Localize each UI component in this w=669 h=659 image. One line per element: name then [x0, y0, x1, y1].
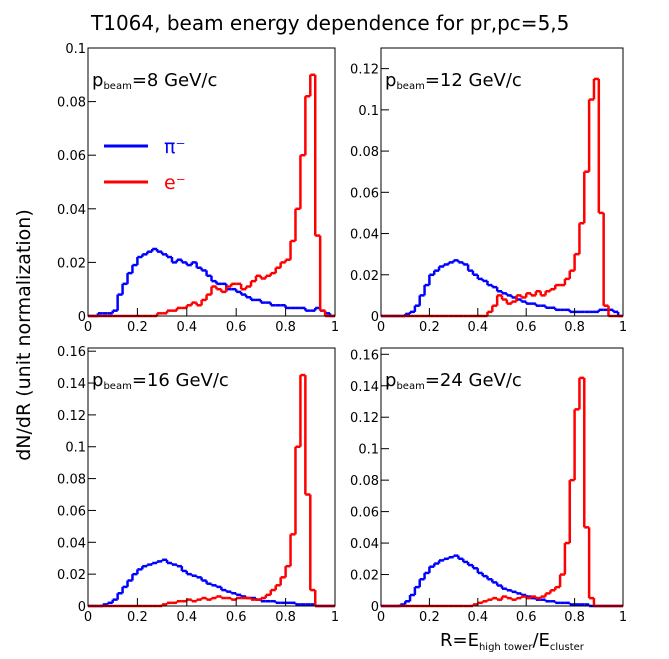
- y-tick-label: 0.02: [57, 256, 86, 271]
- panel: 0 0.02 0.04 0.06 0.08 0.1 0.12 0.14 0.16 0 0.2 0.4 0…: [350, 347, 627, 625]
- y-tick-label: 0.1: [358, 104, 379, 119]
- panel-label-sub: beam: [103, 81, 131, 92]
- y-tick-label: 0.08: [350, 474, 379, 489]
- panel: 0 0.02 0.04 0.06 0.08 0.1 0 0.2 0.4 0.6 0.8 1 pbeam=…: [57, 42, 339, 335]
- plot-frame: [380, 347, 624, 607]
- y-tick-label: 0.02: [57, 568, 86, 583]
- legend-label: e⁻: [164, 172, 186, 194]
- x-tick-label: 0.4: [176, 320, 197, 335]
- panel-label-part: p: [92, 70, 103, 91]
- x-tick-label: 0.6: [226, 610, 247, 625]
- panel-label-part: =8 GeV/c: [132, 70, 218, 91]
- x-label-sub: cluster: [550, 642, 585, 653]
- y-tick-label: 0.1: [358, 443, 379, 458]
- x-tick-label: 0.8: [275, 320, 296, 335]
- x-tick-label: 0.2: [419, 610, 440, 625]
- panel-label: pbeam=12 GeV/c: [385, 70, 522, 92]
- panel-label-part: =12 GeV/c: [425, 70, 522, 91]
- x-tick-label: 0.4: [176, 610, 197, 625]
- x-tick-label: 0.6: [226, 320, 247, 335]
- y-tick-label: 0.08: [350, 145, 379, 160]
- panel-label: pbeam=8 GeV/c: [92, 70, 217, 92]
- x-tick-label: 0.8: [564, 610, 585, 625]
- panel-label-part: p: [385, 370, 396, 391]
- panel-label-part: =24 GeV/c: [425, 370, 522, 391]
- panel-label: pbeam=16 GeV/c: [92, 370, 229, 392]
- y-tick-label: 0.04: [350, 228, 379, 243]
- panel-label-part: =16 GeV/c: [132, 370, 229, 391]
- panel-label-sub: beam: [396, 81, 424, 92]
- y-tick-label: 0.16: [350, 348, 379, 363]
- y-tick-label: 0: [371, 600, 379, 615]
- y-tick-label: 0: [371, 310, 379, 325]
- x-tick-label: 0.2: [127, 610, 148, 625]
- x-tick-label: 0.6: [516, 320, 537, 335]
- y-tick-label: 0.06: [350, 506, 379, 521]
- y-tick-label: 0.06: [350, 186, 379, 201]
- panel-label-part: p: [385, 70, 396, 91]
- x-tick-label: 0.6: [516, 610, 537, 625]
- x-tick-label: 0: [84, 320, 92, 335]
- y-tick-label: 0.06: [57, 149, 86, 164]
- y-tick-label: 0.14: [350, 380, 379, 395]
- y-tick-label: 0.04: [57, 536, 86, 551]
- figure-title: T1064, beam energy dependence for pr,pc=…: [90, 11, 569, 35]
- y-tick-label: 0.08: [57, 473, 86, 488]
- y-tick-label: 0.04: [57, 203, 86, 218]
- y-tick-label: 0.12: [350, 411, 379, 426]
- y-axis-label: dN/dR (unit normalization): [13, 209, 35, 461]
- x-tick-label: 1: [331, 610, 339, 625]
- y-tick-label: 0.06: [57, 504, 86, 519]
- x-label-sub: high tower: [479, 642, 533, 653]
- y-tick-label: 0.08: [57, 96, 86, 111]
- panel: 0 0.02 0.04 0.06 0.08 0.1 0.12 0.14 0.16 0 0.2 0.4 0…: [57, 345, 339, 625]
- y-tick-label: 0.12: [350, 63, 379, 78]
- y-tick-label: 0.1: [65, 441, 86, 456]
- x-axis-label: R=Ehigh tower/Ecluster: [440, 630, 585, 653]
- y-tick-label: 0.02: [350, 569, 379, 584]
- plot-frame: [380, 47, 624, 317]
- x-tick-label: 0.8: [275, 610, 296, 625]
- y-tick-label: 0.02: [350, 269, 379, 284]
- y-tick-label: 0: [78, 310, 86, 325]
- panel-label-part: p: [92, 370, 103, 391]
- x-tick-label: 0.2: [127, 320, 148, 335]
- x-tick-label: 0: [377, 610, 385, 625]
- x-tick-label: 1: [331, 320, 339, 335]
- x-tick-label: 0: [84, 610, 92, 625]
- x-tick-label: 0.2: [419, 320, 440, 335]
- x-tick-label: 1: [619, 610, 627, 625]
- y-tick-label: 0.04: [350, 537, 379, 552]
- panel: 0 0.02 0.04 0.06 0.08 0.1 0.12 0 0.2 0.4 0.6 0.8 1 pb…: [350, 47, 627, 335]
- y-tick-label: 0.14: [57, 377, 86, 392]
- panel-label-sub: beam: [103, 381, 131, 392]
- x-tick-label: 0.4: [467, 320, 488, 335]
- plot-frame: [87, 47, 336, 317]
- panel-label-sub: beam: [396, 381, 424, 392]
- x-tick-label: 0.4: [467, 610, 488, 625]
- y-tick-label: 0.12: [57, 409, 86, 424]
- x-tick-label: 1: [619, 320, 627, 335]
- panel-label: pbeam=24 GeV/c: [385, 370, 522, 392]
- y-tick-label: 0.1: [65, 42, 86, 57]
- y-tick-label: 0.16: [57, 345, 86, 360]
- y-tick-label: 0: [78, 600, 86, 615]
- legend-label: π⁻: [164, 136, 185, 158]
- x-tick-label: 0: [377, 320, 385, 335]
- x-label-part: /E: [532, 630, 549, 651]
- x-label-part: R=E: [440, 630, 479, 651]
- x-tick-label: 0.8: [564, 320, 585, 335]
- plot-frame: [87, 347, 336, 607]
